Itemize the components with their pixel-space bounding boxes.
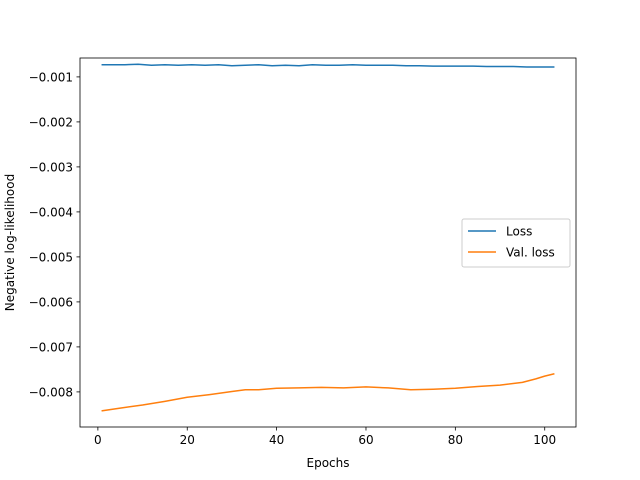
x-axis-label: Epochs: [307, 456, 350, 470]
x-tick-label: 0: [94, 433, 102, 447]
y-tick-label: −0.002: [29, 115, 73, 129]
x-tick-label: 20: [180, 433, 195, 447]
x-tick-label: 60: [358, 433, 373, 447]
axes: 0 20 40 60 80 100 −0.008 −0.007 −0.006 −0.005 −0.0…: [29, 57, 577, 447]
plot-area: [101, 63, 555, 412]
y-tick-label: −0.004: [29, 205, 73, 219]
x-tick-label: 40: [269, 433, 284, 447]
y-tick-label: −0.008: [29, 385, 73, 399]
legend: Loss Val. loss: [461, 218, 571, 268]
y-axis-label: Negative log-likelihood: [3, 174, 17, 311]
plot-frame: [79, 57, 577, 428]
y-tick-label: −0.003: [29, 160, 73, 174]
x-tick-label: 80: [448, 433, 463, 447]
series-line-2: [101, 372, 555, 412]
y-tick-label: −0.005: [29, 250, 73, 264]
series-line-1: [101, 63, 555, 68]
legend-label-2: Val. loss: [506, 246, 555, 260]
y-tick-label: −0.001: [29, 70, 73, 84]
legend-label-1: Loss: [506, 225, 532, 239]
y-tick-label: −0.006: [29, 295, 73, 309]
x-tick-label: 100: [533, 433, 556, 447]
y-tick-label: −0.007: [29, 340, 73, 354]
